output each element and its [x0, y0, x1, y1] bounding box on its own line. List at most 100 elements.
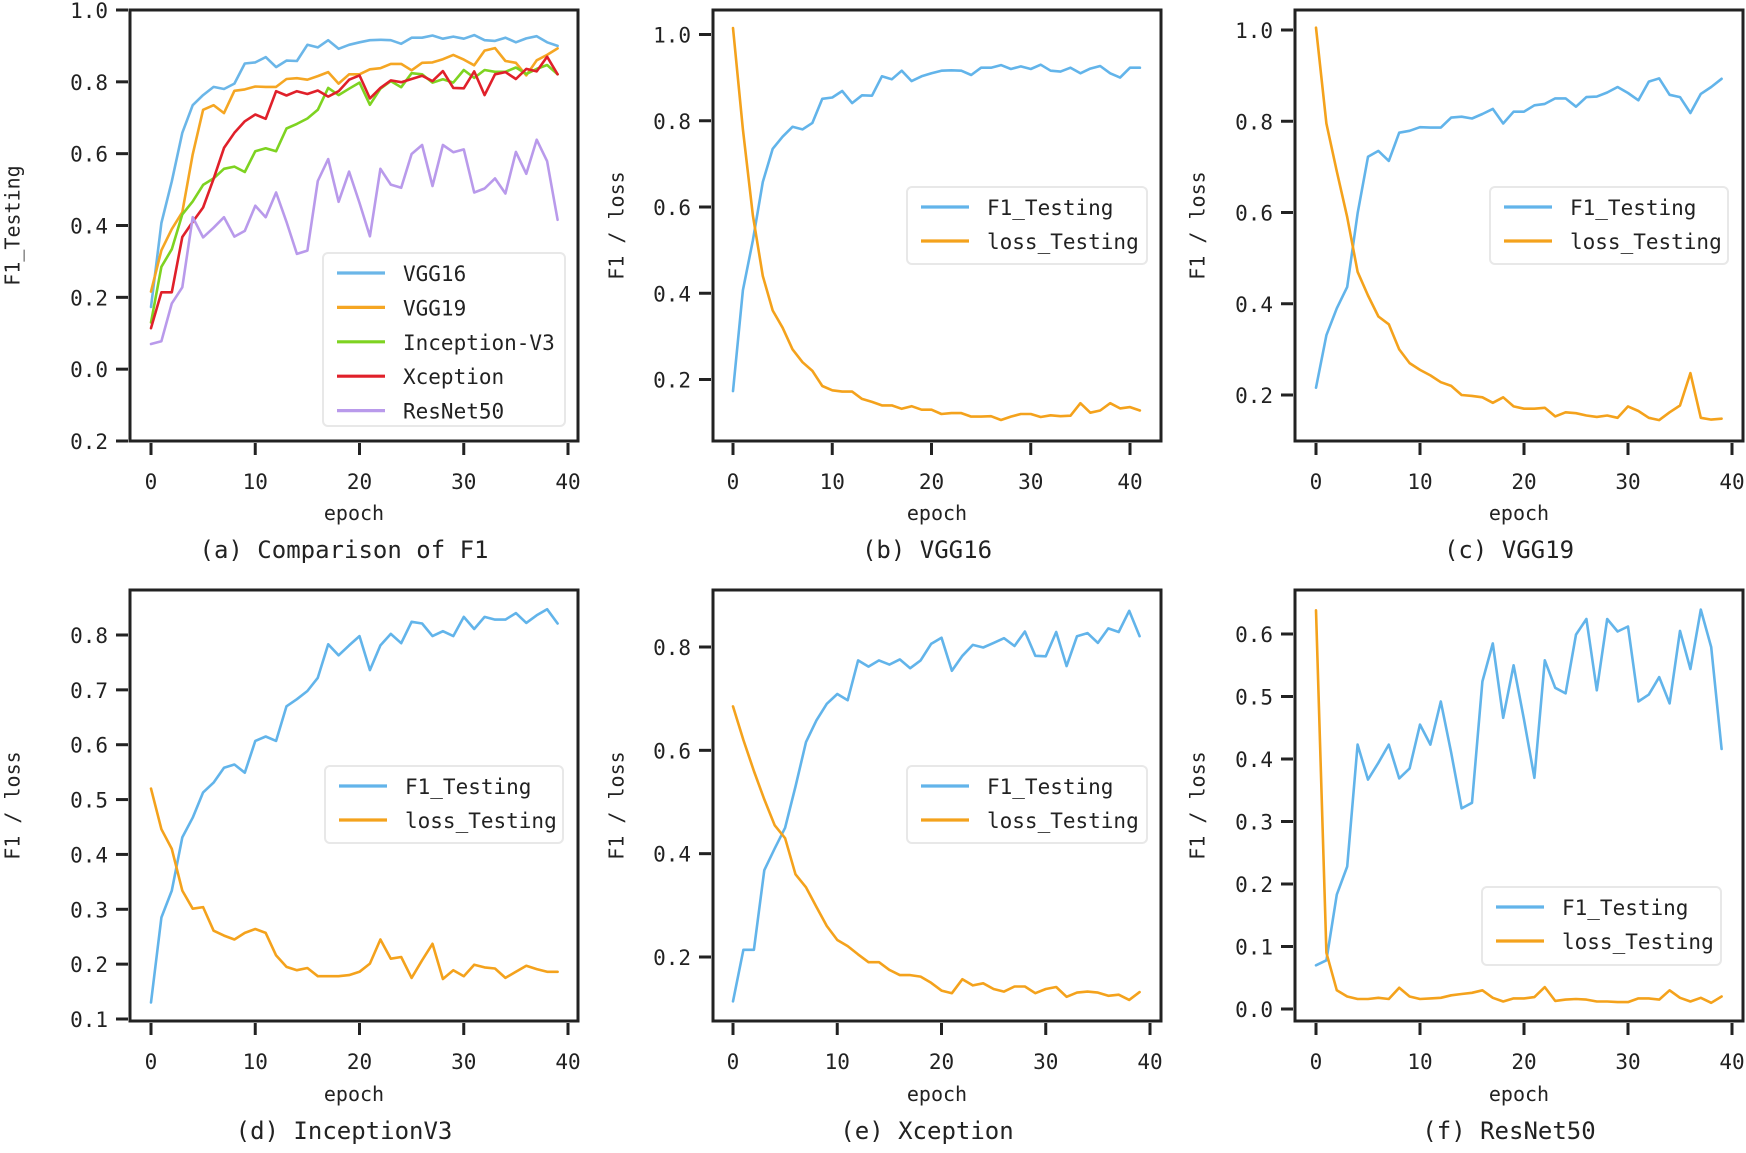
x-axis-label: epoch — [324, 501, 384, 525]
x-tick-label: 40 — [1137, 1050, 1162, 1074]
x-tick-label: 0 — [1310, 1050, 1323, 1074]
x-tick-label: 30 — [451, 1050, 476, 1074]
x-axis-label: epoch — [1489, 501, 1549, 525]
panel-c: 0 10 20 30 40 1.0 0.8 0.6 0.4 0.2 F1_Testing loss_T… — [1186, 8, 1745, 564]
series-line-loss-testing — [1314, 26, 1723, 422]
series-line-loss-testing — [731, 26, 1142, 422]
legend: F1_Testing loss_Testing — [906, 186, 1148, 265]
legend-label: F1_Testing — [1562, 896, 1688, 920]
y-tick-label: 0.4 — [653, 282, 691, 306]
panel-caption: (e) Xception — [840, 1117, 1013, 1145]
axes-frame — [1293, 8, 1745, 443]
x-tick-label: 10 — [825, 1050, 850, 1074]
y-tick-label: 0.4 — [1235, 293, 1273, 317]
series-line-vgg16 — [149, 33, 559, 309]
panel-caption: (d) InceptionV3 — [236, 1117, 453, 1145]
y-tick-label: 0.2 — [1235, 873, 1273, 897]
y-tick-label: 0.8 — [70, 71, 108, 95]
x-tick-label: 30 — [1033, 1050, 1058, 1074]
series-line-f1-testing — [731, 609, 1141, 1003]
y-tick-label: 0.2 — [70, 953, 108, 977]
axes-frame — [711, 8, 1163, 443]
legend-label: Xception — [403, 365, 504, 389]
legend-label: Inception-V3 — [403, 331, 555, 355]
x-tick-label: 0 — [727, 1050, 740, 1074]
y-tick-label: 0.6 — [653, 196, 691, 220]
y-tick-label: 0.8 — [70, 624, 108, 648]
y-tick-label: 0.3 — [1235, 811, 1273, 835]
y-tick-label: 0.1 — [1235, 936, 1273, 960]
y-tick-label: 0.6 — [70, 143, 108, 167]
legend: F1_Testing loss_Testing — [324, 765, 564, 844]
axes-frame — [711, 588, 1163, 1023]
legend-label: loss_Testing — [1570, 230, 1722, 254]
y-tick-label: 0.2 — [1235, 384, 1273, 408]
y-axis-label: F1 / loss — [605, 171, 629, 279]
series-line-f1-testing — [1314, 608, 1723, 967]
y-tick-label: 0.2 — [70, 286, 108, 310]
x-tick-label: 20 — [919, 470, 944, 494]
legend-box — [322, 252, 566, 427]
axes-frame — [128, 8, 580, 443]
legend-label: VGG16 — [403, 262, 466, 286]
series-line-loss-testing — [1314, 608, 1723, 1005]
x-tick-label: 0 — [727, 470, 740, 494]
series-line-xception — [149, 55, 559, 330]
legend-label: F1_Testing — [987, 196, 1113, 220]
y-axis-label: F1_Testing — [1, 165, 25, 285]
y-tick-label: 1.0 — [70, 0, 108, 23]
legend-label: loss_Testing — [405, 809, 557, 833]
panel-caption: (a) Comparison of F1 — [200, 536, 489, 564]
x-tick-label: 40 — [1719, 1050, 1744, 1074]
y-tick-label: 0.5 — [1235, 686, 1273, 710]
x-tick-label: 10 — [1407, 1050, 1432, 1074]
y-tick-label: 0.6 — [653, 739, 691, 763]
legend-label: loss_Testing — [987, 230, 1139, 254]
y-tick-label: 0.6 — [70, 734, 108, 758]
y-tick-label: 0.4 — [70, 843, 108, 867]
x-axis-label: epoch — [907, 501, 967, 525]
x-tick-label: 10 — [243, 1050, 268, 1074]
legend-label: VGG19 — [403, 296, 466, 320]
panel-b: 0 10 20 30 40 1.0 0.8 0.6 0.4 0.2 F1_Testing loss_T… — [605, 8, 1163, 564]
x-tick-label: 40 — [555, 470, 580, 494]
series-line-f1-testing — [731, 63, 1142, 393]
y-tick-label: 0.2 — [653, 946, 691, 970]
x-axis-label: epoch — [324, 1082, 384, 1106]
legend-label: F1_Testing — [987, 775, 1113, 799]
legend-label: ResNet50 — [403, 400, 504, 424]
series-line-vgg19 — [149, 46, 559, 293]
axes-frame — [1293, 588, 1745, 1023]
y-tick-label: 0.8 — [1235, 110, 1273, 134]
x-tick-label: 20 — [347, 1050, 372, 1074]
series-line-resnet50 — [149, 138, 559, 346]
legend: F1_Testing loss_Testing — [1489, 186, 1729, 265]
legend: VGG16 VGG19 Inception-V3 Xception ResNet50 — [322, 252, 566, 427]
panel-e: 0 10 20 30 40 0.8 0.6 0.4 0.2 F1_Testing loss_Test… — [605, 588, 1163, 1145]
y-tick-label: 0.6 — [1235, 202, 1273, 226]
y-tick-label: 0.0 — [70, 358, 108, 382]
x-tick-label: 20 — [1511, 1050, 1536, 1074]
x-tick-label: 10 — [1407, 470, 1432, 494]
x-axis-label: epoch — [1489, 1082, 1549, 1106]
x-tick-label: 0 — [145, 470, 158, 494]
x-tick-label: 20 — [347, 470, 372, 494]
panel-d: 0 10 20 30 40 0.8 0.7 0.6 0.5 0.4 0.3 0.2 0.1 F1_Test… — [1, 588, 581, 1145]
legend: F1_Testing loss_Testing — [906, 765, 1148, 844]
y-tick-label: 0.4 — [653, 843, 691, 867]
panel-caption: (f) ResNet50 — [1422, 1117, 1595, 1145]
x-tick-label: 30 — [1615, 470, 1640, 494]
y-tick-label: 0.3 — [70, 898, 108, 922]
y-tick-label: 0.5 — [70, 789, 108, 813]
y-axis-label: F1 / loss — [1, 751, 25, 859]
y-tick-label: 0.2 — [653, 369, 691, 393]
x-tick-label: 10 — [820, 470, 845, 494]
y-tick-label: 0.1 — [70, 1008, 108, 1032]
y-axis-label: F1 / loss — [1186, 171, 1210, 279]
series-line-f1-testing — [1314, 77, 1723, 390]
axes-frame — [128, 588, 580, 1023]
y-tick-label: 0.4 — [1235, 748, 1273, 772]
panel-f: 0 10 20 30 40 0.6 0.5 0.4 0.3 0.2 0.1 0.0 F1_Testing… — [1186, 588, 1745, 1145]
x-tick-label: 0 — [1310, 470, 1323, 494]
